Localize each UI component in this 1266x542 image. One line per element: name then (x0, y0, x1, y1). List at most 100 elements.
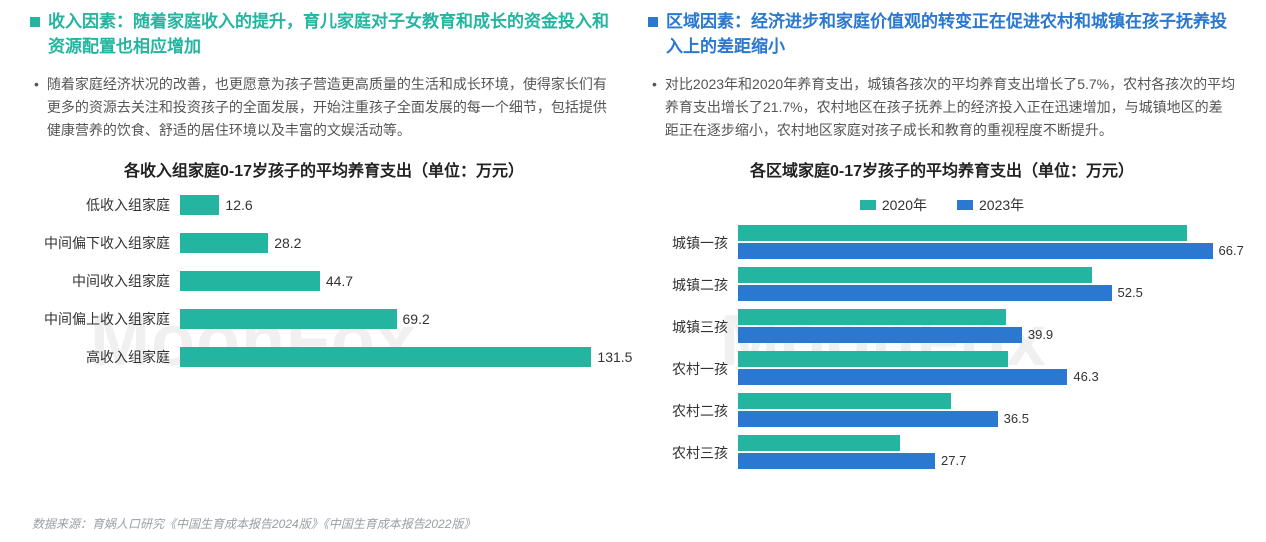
right-chart-bar-2020 (738, 351, 1008, 367)
left-chart-value-label: 69.2 (397, 309, 430, 329)
right-chart-bar-2020-wrap (738, 435, 1236, 451)
right-chart-bar-2020-wrap (738, 393, 1236, 409)
left-chart-track: 44.7 (180, 271, 618, 291)
right-chart-bar-2020-wrap (738, 351, 1236, 367)
left-chart-bar (180, 271, 320, 291)
left-chart-category-label: 低收入组家庭 (30, 195, 180, 215)
left-chart-track: 28.2 (180, 233, 618, 253)
right-chart-bar-group: 52.5 (738, 267, 1236, 303)
right-chart-row: 农村一孩 46.3 (648, 351, 1236, 387)
right-paragraph: • 对比2023年和2020年养育支出，城镇各孩次的平均养育支出增长了5.7%，… (648, 73, 1236, 142)
right-bar-chart: 城镇一孩66.7城镇二孩52.5城镇三孩39.9农村一孩46.3农村二孩36.5… (648, 225, 1236, 471)
right-chart-category-label: 城镇一孩 (648, 233, 738, 253)
right-chart-bar-2023-wrap: 52.5 (738, 285, 1236, 301)
left-chart-track: 131.5 (180, 347, 618, 367)
right-heading-text: 区域因素：经济进步和家庭价值观的转变正在促进农村和城镇在孩子抚养投入上的差距缩小 (666, 10, 1236, 59)
legend-swatch-icon (957, 200, 973, 210)
right-paragraph-text: 对比2023年和2020年养育支出，城镇各孩次的平均养育支出增长了5.7%，农村… (665, 73, 1236, 142)
left-chart-track: 69.2 (180, 309, 618, 329)
right-chart-bar-2023-wrap: 66.7 (738, 243, 1236, 259)
right-chart-bar-group: 36.5 (738, 393, 1236, 429)
left-chart-category-label: 中间收入组家庭 (30, 271, 180, 291)
left-chart-bar (180, 309, 397, 329)
bullet-dot-icon: • (34, 73, 39, 96)
legend-item: 2023年 (957, 195, 1024, 215)
right-chart-value-label: 66.7 (1213, 243, 1244, 259)
right-chart-bar-2020-wrap (738, 309, 1236, 325)
data-source-note: 数据来源：育娲人口研究《中国生育成本报告2024版》《中国生育成本报告2022版… (32, 515, 475, 532)
right-chart-bar-2020 (738, 225, 1187, 241)
right-chart-legend: 2020年 2023年 (648, 195, 1236, 215)
left-chart-value-label: 28.2 (268, 233, 301, 253)
left-chart-row: 高收入组家庭131.5 (30, 347, 618, 367)
left-bar-chart: 低收入组家庭 12.6 中间偏下收入组家庭 28.2 中间收入组家庭 44.7 中间偏上收入… (30, 195, 618, 367)
left-chart-row: 中间偏下收入组家庭 28.2 (30, 233, 618, 253)
left-chart-value-label: 44.7 (320, 271, 353, 291)
right-chart-bar-2023 (738, 243, 1213, 259)
left-chart-value-label: 12.6 (219, 195, 252, 215)
right-chart-bar-2023-wrap: 39.9 (738, 327, 1236, 343)
right-chart-row: 城镇二孩 52.5 (648, 267, 1236, 303)
right-chart-bar-2020 (738, 435, 900, 451)
bullet-dot-icon: • (652, 73, 657, 96)
left-chart-bar (180, 195, 219, 215)
right-chart-value-label: 39.9 (1022, 327, 1053, 343)
right-chart-bar-group: 46.3 (738, 351, 1236, 387)
right-chart-bar-2023-wrap: 36.5 (738, 411, 1236, 427)
right-chart-category-label: 农村二孩 (648, 401, 738, 421)
left-chart-title: 各收入组家庭0-17岁孩子的平均养育支出（单位：万元） (30, 157, 618, 181)
right-chart-row: 城镇一孩66.7 (648, 225, 1236, 261)
right-chart-category-label: 城镇二孩 (648, 275, 738, 295)
right-chart-title: 各区域家庭0-17岁孩子的平均养育支出（单位：万元） (648, 157, 1236, 181)
left-heading-text: 收入因素：随着家庭收入的提升，育儿家庭对子女教育和成长的资金投入和资源配置也相应… (48, 10, 618, 59)
right-chart-bar-group: 27.7 (738, 435, 1236, 471)
right-chart-bar-2020 (738, 309, 1006, 325)
left-chart-track: 12.6 (180, 195, 618, 215)
left-chart-row: 低收入组家庭 12.6 (30, 195, 618, 215)
left-heading: 收入因素：随着家庭收入的提升，育儿家庭对子女教育和成长的资金投入和资源配置也相应… (30, 10, 618, 59)
right-chart-bar-2023 (738, 285, 1112, 301)
right-chart-value-label: 46.3 (1067, 369, 1098, 385)
legend-item: 2020年 (860, 195, 927, 215)
right-chart-bar-2023 (738, 453, 935, 469)
left-chart-row: 中间偏上收入组家庭 69.2 (30, 309, 618, 329)
right-chart-row: 农村二孩 36.5 (648, 393, 1236, 429)
left-paragraph: • 随着家庭经济状况的改善，也更愿意为孩子营造更高质量的生活和成长环境，使得家长… (30, 73, 618, 142)
square-bullet-icon (30, 17, 40, 27)
right-column: 区域因素：经济进步和家庭价值观的转变正在促进农村和城镇在孩子抚养投入上的差距缩小… (648, 10, 1236, 477)
right-chart-bar-2023 (738, 327, 1022, 343)
left-chart-category-label: 高收入组家庭 (30, 347, 180, 367)
right-chart-bar-2023-wrap: 27.7 (738, 453, 1236, 469)
left-chart-value-label: 131.5 (591, 347, 632, 367)
left-column: 收入因素：随着家庭收入的提升，育儿家庭对子女教育和成长的资金投入和资源配置也相应… (30, 10, 618, 477)
right-chart-category-label: 城镇三孩 (648, 317, 738, 337)
right-chart-bar-group: 66.7 (738, 225, 1236, 261)
right-chart-value-label: 27.7 (935, 453, 966, 469)
legend-label: 2020年 (882, 195, 927, 215)
right-chart-category-label: 农村一孩 (648, 359, 738, 379)
left-chart-category-label: 中间偏上收入组家庭 (30, 309, 180, 329)
right-chart-value-label: 36.5 (998, 411, 1029, 427)
left-chart-category-label: 中间偏下收入组家庭 (30, 233, 180, 253)
right-chart-bar-2023-wrap: 46.3 (738, 369, 1236, 385)
right-chart-value-label: 52.5 (1112, 285, 1143, 301)
legend-label: 2023年 (979, 195, 1024, 215)
right-chart-bar-2020 (738, 267, 1092, 283)
right-chart-bar-2020-wrap (738, 267, 1236, 283)
right-chart-bar-2023 (738, 369, 1067, 385)
right-heading: 区域因素：经济进步和家庭价值观的转变正在促进农村和城镇在孩子抚养投入上的差距缩小 (648, 10, 1236, 59)
two-column-layout: 收入因素：随着家庭收入的提升，育儿家庭对子女教育和成长的资金投入和资源配置也相应… (30, 10, 1236, 477)
left-chart-bar (180, 233, 268, 253)
left-chart-row: 中间收入组家庭 44.7 (30, 271, 618, 291)
right-chart-category-label: 农村三孩 (648, 443, 738, 463)
left-paragraph-text: 随着家庭经济状况的改善，也更愿意为孩子营造更高质量的生活和成长环境，使得家长们有… (47, 73, 618, 142)
right-chart-bar-2020 (738, 393, 951, 409)
left-chart-bar (180, 347, 591, 367)
right-chart-bar-2023 (738, 411, 998, 427)
right-chart-row: 城镇三孩 39.9 (648, 309, 1236, 345)
right-chart-bar-2020-wrap (738, 225, 1236, 241)
right-chart-bar-group: 39.9 (738, 309, 1236, 345)
right-chart-row: 农村三孩 27.7 (648, 435, 1236, 471)
legend-swatch-icon (860, 200, 876, 210)
square-bullet-icon (648, 17, 658, 27)
